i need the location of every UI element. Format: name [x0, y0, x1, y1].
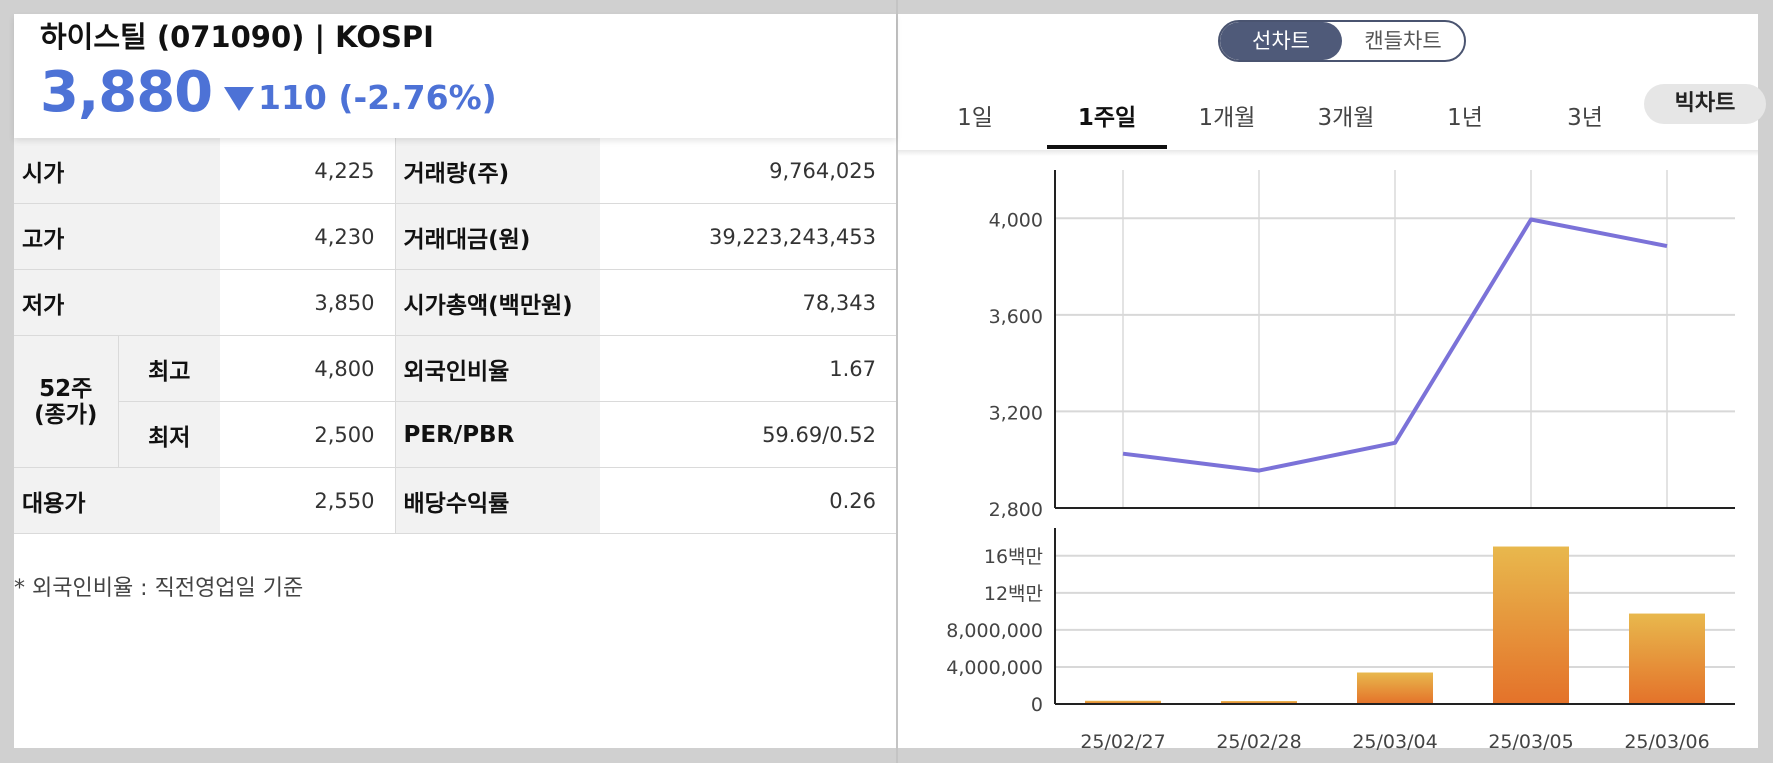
- period-tabs: 1일 1주일 1개월 3개월 1년 3년: [898, 84, 1758, 150]
- tab-1month[interactable]: 1개월: [1198, 105, 1256, 131]
- price-line-series: [1122, 217, 1668, 473]
- tabs-divider: [898, 150, 1758, 156]
- volume-value: 9,764,025: [600, 138, 897, 204]
- week52-label-line2: (종가): [34, 401, 98, 428]
- volume-bar: [1085, 700, 1161, 704]
- stock-header: 하이스틸 (071090) | KOSPI 3,880 110 (-2.76%): [14, 14, 896, 138]
- table-row: 52주 (종가) 최고 4,800 외국인비율 1.67: [14, 335, 897, 468]
- dividend-yield-value: 0.26: [600, 467, 897, 534]
- price-change: 110 (-2.76%): [224, 78, 497, 117]
- table-row: 대용가 2,550 배당수익률 0.26: [14, 467, 897, 534]
- foreign-ratio-value: 1.67: [600, 335, 897, 402]
- volume-bar: [1221, 701, 1297, 704]
- perpbr-value: 59.69/0.52: [600, 401, 897, 468]
- low-label: 저가: [14, 269, 221, 336]
- marketcap-value: 78,343: [600, 269, 897, 336]
- volume-axis-tick-label: 4,000,000: [946, 657, 1043, 679]
- tab-1day[interactable]: 1일: [957, 105, 993, 131]
- low-value: 3,850: [220, 269, 396, 336]
- week52-label: 52주 (종가): [14, 335, 119, 468]
- tab-3month[interactable]: 3개월: [1317, 105, 1375, 131]
- active-tab-indicator: [1047, 145, 1167, 149]
- tab-1week[interactable]: 1주일: [1077, 105, 1137, 131]
- stock-title: 하이스틸 (071090) | KOSPI: [40, 20, 434, 54]
- candle-chart-option[interactable]: 캔들차트: [1364, 29, 1442, 53]
- tab-3year[interactable]: 3년: [1567, 105, 1603, 131]
- volume-bar: [1493, 546, 1569, 704]
- quote-panel: 하이스틸 (071090) | KOSPI 3,880 110 (-2.76%)…: [14, 14, 897, 748]
- chart-panel: 선차트 캔들차트 1일 1주일 1개월 3개월 1년 3년 빅차트 2,800 3…: [898, 14, 1766, 750]
- price-axis-tick-label: 3,600: [989, 306, 1043, 328]
- table-row: 최저 2,500 PER/PBR 59.69/0.52: [14, 401, 897, 468]
- chart-type-toggle[interactable]: 선차트 캔들차트: [1218, 20, 1466, 62]
- volume-bar: [1357, 672, 1433, 704]
- open-value: 4,225: [220, 138, 396, 204]
- week52-high-value: 4,800: [220, 335, 396, 402]
- foreign-ratio-label: 외국인비율: [395, 335, 601, 402]
- amount-value: 39,223,243,453: [600, 203, 897, 270]
- line-chart-option[interactable]: 선차트: [1220, 22, 1342, 60]
- marketcap-label: 시가총액(백만원): [395, 269, 601, 336]
- volume-label: 거래량(주): [395, 138, 601, 204]
- date-axis-tick-label: 25/02/27: [1080, 731, 1165, 750]
- open-label: 시가: [14, 138, 221, 204]
- down-arrow-icon: [224, 87, 254, 111]
- amount-label: 거래대금(원): [395, 203, 601, 270]
- footnote: * 외국인비율 : 직전영업일 기준: [14, 576, 304, 601]
- price-change-value: 110 (-2.76%): [258, 78, 497, 117]
- volume-axis-tick-label: 8,000,000: [946, 620, 1043, 642]
- week52-low-value: 2,500: [220, 401, 396, 468]
- table-row: 저가 3,850 시가총액(백만원) 78,343: [14, 269, 897, 336]
- date-axis-tick-label: 25/02/28: [1216, 731, 1301, 750]
- bigchart-button[interactable]: 빅차트: [1644, 84, 1766, 124]
- volume-axis-tick-label: 0: [1031, 694, 1043, 716]
- date-axis-tick-label: 25/03/05: [1488, 731, 1573, 750]
- current-price: 3,880: [40, 60, 213, 125]
- price-axis-tick-label: 3,200: [989, 402, 1043, 424]
- volume-axis-tick-label: 12백만: [984, 583, 1043, 605]
- price-axis-tick-label: 2,800: [989, 499, 1043, 521]
- high-value: 4,230: [220, 203, 396, 270]
- table-row: 고가 4,230 거래대금(원) 39,223,243,453: [14, 203, 897, 270]
- table-row: 시가 4,225 거래량(주) 9,764,025: [14, 138, 897, 204]
- tab-1year[interactable]: 1년: [1447, 105, 1483, 131]
- date-axis-tick-label: 25/03/04: [1352, 731, 1437, 750]
- volume-axis-tick-label: 16백만: [984, 546, 1043, 568]
- date-axis-tick-label: 25/03/06: [1624, 731, 1709, 750]
- chart-area: 2,800 3,200 3,600 4,000 0 4,000,000 8,000,000 1…: [946, 170, 1735, 750]
- panel-divider: [896, 0, 898, 763]
- week52-low-label: 최저: [118, 401, 221, 468]
- dividend-yield-label: 배당수익률: [395, 467, 601, 534]
- substitute-price-label: 대용가: [14, 467, 221, 534]
- week52-label-line1: 52주: [39, 375, 93, 402]
- quote-table: 시가 4,225 거래량(주) 9,764,025 고가 4,230 거래대금(…: [14, 138, 897, 534]
- price-axis-tick-label: 4,000: [989, 209, 1043, 231]
- volume-bar: [1629, 613, 1705, 704]
- substitute-price-value: 2,550: [220, 467, 396, 534]
- high-label: 고가: [14, 203, 221, 270]
- perpbr-label: PER/PBR: [395, 401, 601, 468]
- week52-high-label: 최고: [118, 335, 221, 402]
